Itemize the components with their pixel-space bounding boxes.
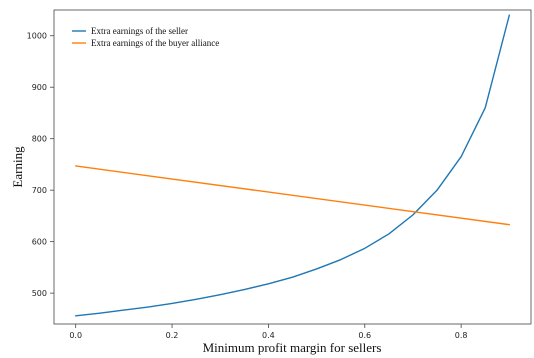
x-tick-label: 0.2 bbox=[166, 331, 179, 340]
x-axis-title: Minimum profit margin for sellers bbox=[203, 340, 382, 355]
x-tick-label: 0.8 bbox=[455, 331, 468, 340]
y-tick-label: 700 bbox=[32, 186, 47, 195]
y-tick-label: 900 bbox=[32, 83, 47, 92]
x-tick-label: 0.0 bbox=[69, 331, 82, 340]
x-tick-label: 0.4 bbox=[262, 331, 275, 340]
series-line-1 bbox=[74, 14, 511, 317]
legend-entry: Extra earnings of the seller bbox=[91, 26, 188, 36]
y-tick-label: 600 bbox=[32, 238, 47, 247]
y-axis-ticks: 500 600 700 800 900 1000 bbox=[27, 32, 54, 298]
series-line-2 bbox=[74, 165, 511, 226]
y-tick-label: 800 bbox=[32, 135, 47, 144]
series-lines bbox=[74, 14, 511, 317]
legend: Extra earnings of the seller Extra earnin… bbox=[72, 26, 219, 48]
y-axis-title: Earning bbox=[10, 146, 25, 188]
x-tick-label: 0.6 bbox=[358, 331, 371, 340]
x-axis-ticks: 0.0 0.2 0.4 0.6 0.8 bbox=[69, 324, 468, 340]
y-tick-label: 1000 bbox=[27, 32, 47, 41]
legend-entry: Extra earnings of the buyer alliance bbox=[91, 38, 219, 48]
y-tick-label: 500 bbox=[32, 289, 47, 298]
plot-frame bbox=[53, 9, 532, 325]
